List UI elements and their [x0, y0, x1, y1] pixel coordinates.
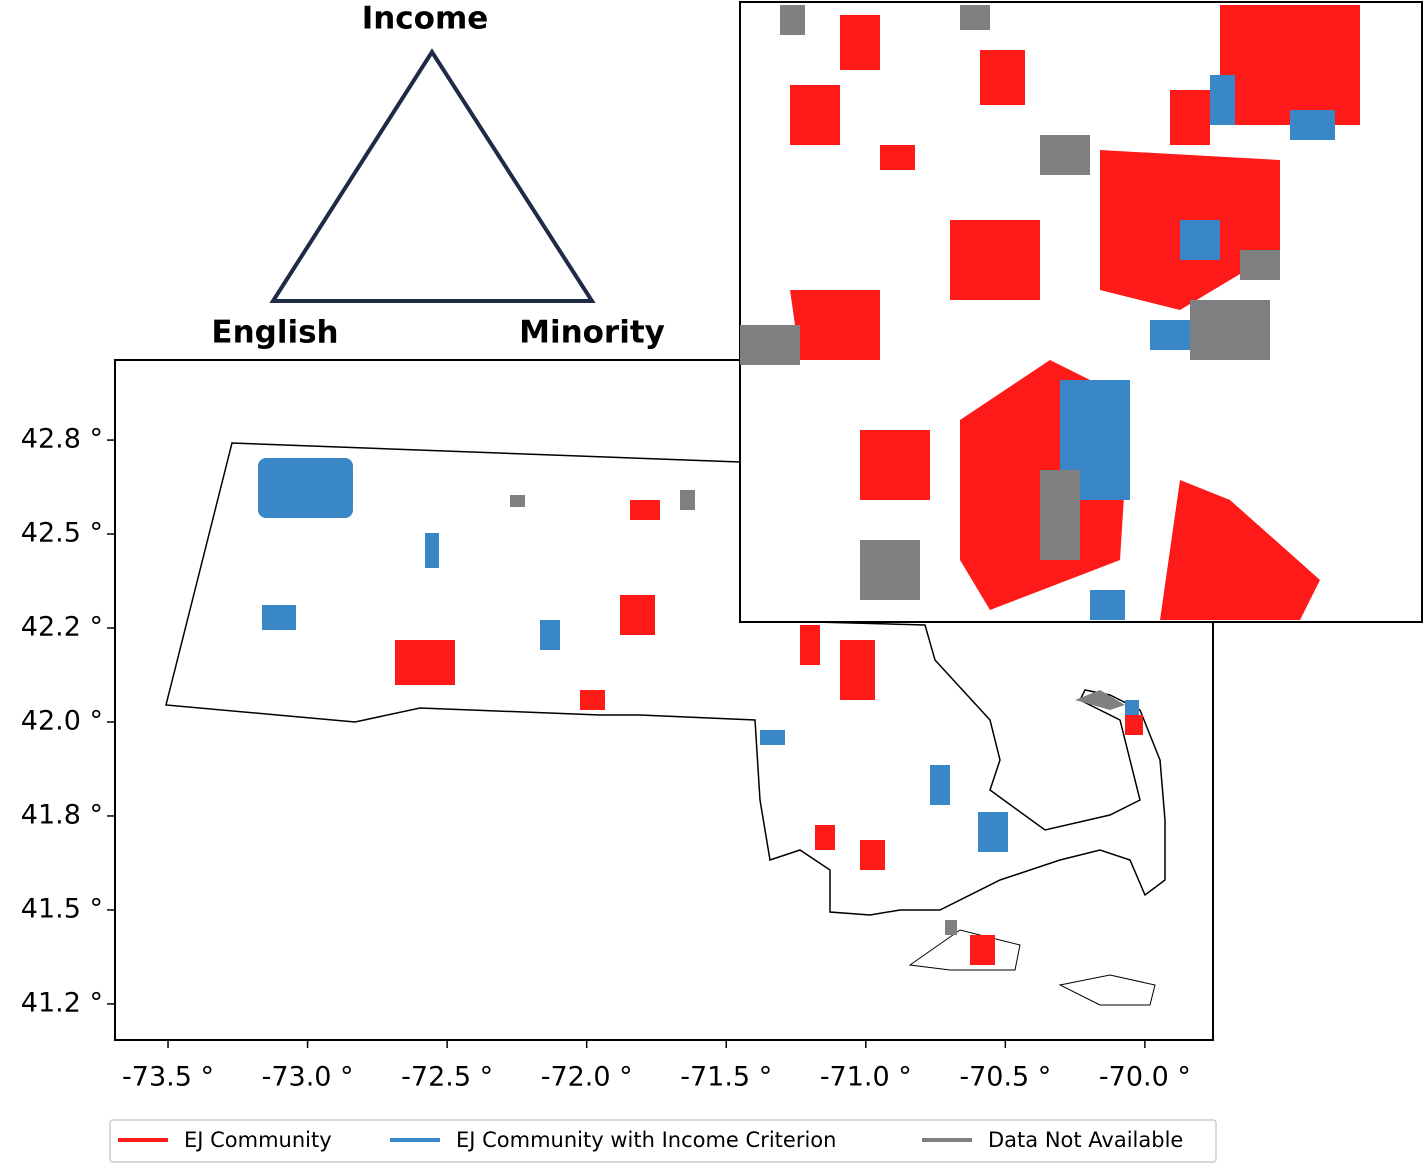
vertex-label: Income	[362, 1, 489, 37]
x-tick-label: -71.5 °	[680, 1062, 772, 1093]
legend-label: Data Not Available	[988, 1128, 1183, 1152]
inset-na	[740, 5, 1280, 600]
x-tick-label: -72.0 °	[541, 1062, 633, 1093]
y-tick-label: 42.2 °	[21, 612, 103, 643]
x-tick-label: -70.5 °	[959, 1062, 1051, 1093]
income-areas	[258, 458, 1139, 852]
y-tick-label: 41.2 °	[21, 987, 103, 1018]
y-tick-label: 41.8 °	[21, 799, 103, 830]
y-tick-label: 41.5 °	[21, 893, 103, 924]
x-tick-label: -72.5 °	[401, 1062, 493, 1093]
x-tick-label: -71.0 °	[820, 1062, 912, 1093]
triangle	[269, 48, 596, 303]
state-map	[165, 442, 1166, 1006]
ej-areas	[395, 500, 1143, 965]
legend-label: EJ Community with Income Criterion	[456, 1128, 836, 1152]
island	[1058, 974, 1156, 1006]
na-areas	[510, 490, 1125, 935]
vertex-label: English	[211, 315, 338, 351]
legend	[109, 1119, 1217, 1163]
x-tick-label: -73.5 °	[122, 1062, 214, 1093]
vertex-label: Minority	[519, 315, 665, 351]
x-tick-label: -73.0 °	[262, 1062, 354, 1093]
inset-map	[739, 1, 1423, 623]
legend-label: EJ Community	[184, 1128, 332, 1152]
y-tick-label: 42.5 °	[21, 518, 103, 549]
state-outline	[165, 442, 1166, 916]
x-tick-label: -70.0 °	[1099, 1062, 1191, 1093]
y-tick-label: 42.8 °	[21, 424, 103, 455]
y-tick-label: 42.0 °	[21, 705, 103, 736]
